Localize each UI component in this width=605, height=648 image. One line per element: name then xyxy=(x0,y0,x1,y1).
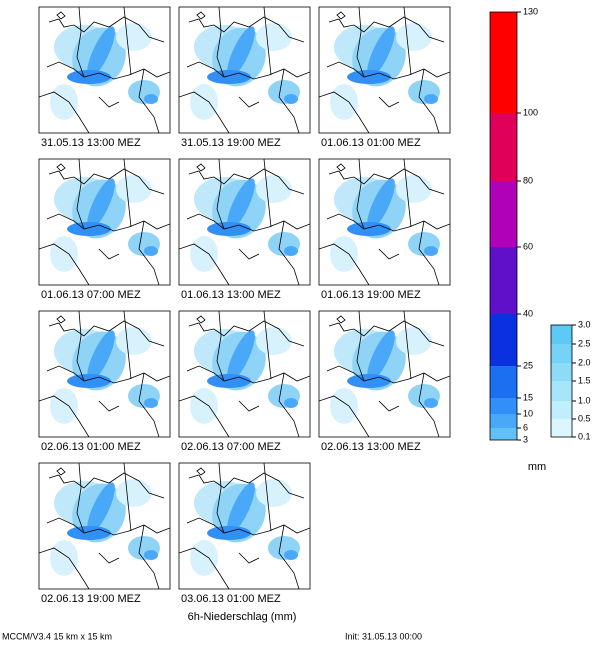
panel-label: 31.05.13 19:00 MEZ xyxy=(181,137,281,149)
color-segment xyxy=(490,366,517,398)
model-note: MCCM/V3.4 15 km x 15 km xyxy=(2,631,112,641)
tick-label: 6 xyxy=(523,422,528,432)
tick-label: 80 xyxy=(523,175,533,185)
map-panel xyxy=(179,463,310,589)
map-panel xyxy=(179,7,310,133)
color-segment xyxy=(551,419,572,437)
color-segment xyxy=(551,363,572,381)
map-panels: 31.05.13 13:00 MEZ 31.05.13 19:00 MEZ 01.0… xyxy=(38,6,451,605)
map-panel xyxy=(39,159,170,285)
tick-label: 3.0 xyxy=(578,319,591,329)
color-segment xyxy=(490,428,517,440)
map-panel xyxy=(319,159,450,285)
color-segment xyxy=(490,12,517,113)
panel-frame xyxy=(38,310,171,438)
color-segment xyxy=(490,414,517,428)
tick-label: 3 xyxy=(523,434,528,444)
color-segment xyxy=(490,113,517,181)
tick-label: 60 xyxy=(523,241,533,251)
color-segment xyxy=(490,247,517,314)
color-segment xyxy=(490,398,517,414)
map-panel xyxy=(319,7,450,133)
tick-label: 15 xyxy=(523,392,533,402)
tick-label: 40 xyxy=(523,308,533,318)
color-segment xyxy=(551,325,572,344)
panel-frame xyxy=(318,158,451,286)
panel-label: 03.06.13 01:00 MEZ xyxy=(181,593,281,605)
map-panel xyxy=(319,311,450,437)
unit-label: mm xyxy=(528,461,546,473)
tick-label: 1.5 xyxy=(578,375,591,385)
panel-label: 02.06.13 13:00 MEZ xyxy=(321,441,421,453)
tick-label: 25 xyxy=(523,360,533,370)
panel-label: 01.06.13 13:00 MEZ xyxy=(181,289,281,301)
panel-frame xyxy=(38,158,171,286)
panel-label: 02.06.13 01:00 MEZ xyxy=(41,441,141,453)
tick-label: 2.5 xyxy=(578,338,591,348)
colorbar: 130 100 80 60 40 25 15 10 6 3 3.0 2.5 2.0 1.5 1.0 0.5 0.… xyxy=(489,6,591,444)
panel-label: 01.06.13 07:00 MEZ xyxy=(41,289,141,301)
color-segment xyxy=(551,344,572,363)
map-panel xyxy=(179,311,310,437)
panel-label: 31.05.13 13:00 MEZ xyxy=(41,137,141,149)
map-panel xyxy=(179,159,310,285)
tick-label: 0.1 xyxy=(578,431,591,441)
tick-label: 2.0 xyxy=(578,357,591,367)
panel-frame xyxy=(178,6,311,134)
map-panel xyxy=(39,7,170,133)
panel-label: 01.06.13 19:00 MEZ xyxy=(321,289,421,301)
color-segment xyxy=(490,181,517,247)
map-panel xyxy=(39,311,170,437)
tick-label: 1.0 xyxy=(578,395,591,405)
init-note: Init: 31.05.13 00:00 xyxy=(345,631,422,641)
color-segment xyxy=(551,401,572,419)
panel-frame xyxy=(178,310,311,438)
tick-label: 100 xyxy=(523,107,538,117)
panel-frame xyxy=(318,6,451,134)
panel-label: 01.06.13 01:00 MEZ xyxy=(321,137,421,149)
colorbar-frame xyxy=(489,11,518,441)
panel-label: 02.06.13 19:00 MEZ xyxy=(41,593,141,605)
panel-frame xyxy=(38,6,171,134)
map-panel xyxy=(39,463,170,589)
tick-label: 10 xyxy=(523,408,533,418)
figure-title: 6h-Niederschlag (mm) xyxy=(188,611,297,623)
color-segment xyxy=(551,381,572,401)
tick-label: 0.5 xyxy=(578,413,591,423)
panel-frame xyxy=(318,310,451,438)
panel-frame xyxy=(178,462,311,590)
panel-frame xyxy=(178,158,311,286)
tick-label: 130 xyxy=(523,6,538,16)
color-segment xyxy=(490,314,517,366)
panel-frame xyxy=(38,462,171,590)
panel-label: 02.06.13 07:00 MEZ xyxy=(181,441,281,453)
